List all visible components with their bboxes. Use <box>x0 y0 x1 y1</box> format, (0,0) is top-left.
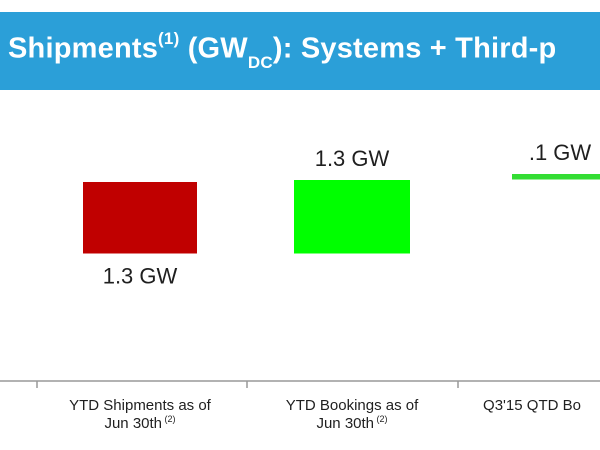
x-tick-label-1-0: YTD Bookings as of <box>286 397 419 414</box>
data-label-1: 1.3 GW <box>315 146 390 171</box>
bar-0 <box>83 182 197 254</box>
data-label-0: 1.3 GW <box>103 264 178 289</box>
bar-2 <box>512 174 600 180</box>
chart-title: Shipments(1) (GWDC): Systems + Third-p <box>8 29 557 73</box>
bar-1 <box>294 180 410 254</box>
x-tick-footnote-1: (2) <box>374 414 388 424</box>
title-rest: ): Systems + Third-p <box>272 32 557 65</box>
x-tick-label-0-0: YTD Shipments as of <box>69 397 212 414</box>
title-unit-sub: DC <box>247 53 273 73</box>
title-unit: (GW <box>179 32 248 65</box>
title-main: Shipments <box>8 32 159 65</box>
x-tick-label-2-0: Q3'15 QTD Bo <box>483 397 581 414</box>
x-tick-footnote-0: (2) <box>162 414 176 424</box>
top-strip <box>0 0 600 12</box>
title-footnote: (1) <box>158 29 180 48</box>
x-tick-label-1-1: Jun 30th (2) <box>316 414 387 432</box>
x-tick-label-0-1: Jun 30th (2) <box>104 414 175 432</box>
title-bar: Shipments(1) (GWDC): Systems + Third-p <box>0 12 600 90</box>
data-label-2: .1 GW <box>529 140 592 165</box>
